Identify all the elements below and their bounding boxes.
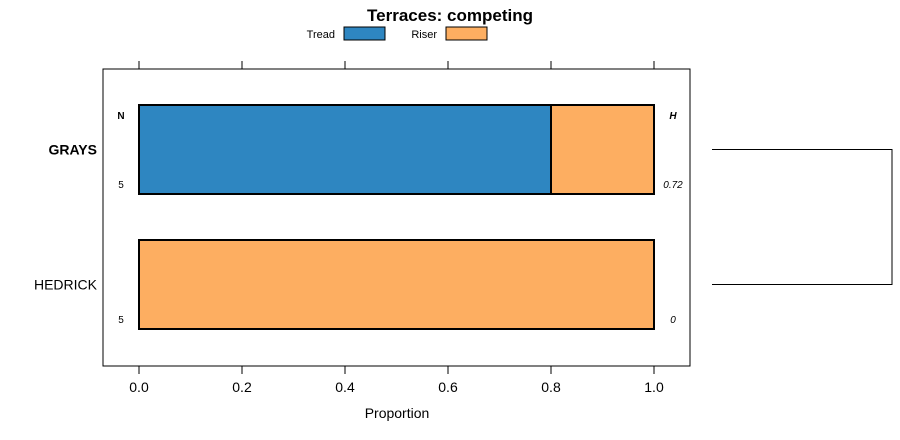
n-value: 5 — [118, 315, 124, 326]
x-tick-label: 0.8 — [541, 379, 561, 395]
x-tick-label: 0.2 — [232, 379, 252, 395]
dendrogram — [712, 149, 893, 285]
x-axis-title: Proportion — [365, 405, 430, 421]
bar-grays-tread — [138, 104, 552, 195]
bars — [138, 104, 655, 330]
x-tick-label: 1.0 — [644, 379, 664, 395]
chart-title: Terraces: competing — [367, 6, 533, 25]
legend: Tread Riser — [307, 26, 488, 41]
x-tick-label: 0.6 — [438, 379, 458, 395]
plot-frame — [102, 68, 691, 367]
n-value: 5 — [118, 180, 124, 191]
h-value: 0.72 — [663, 180, 683, 191]
legend-label-riser: Riser — [411, 29, 437, 41]
h-value: 0 — [670, 315, 676, 326]
bar-grays-riser — [550, 104, 655, 195]
bar-hedrick-riser — [138, 239, 655, 330]
category-label: HEDRICK — [34, 277, 98, 293]
annotations: GRAYS 5 0.72 HEDRICK 5 0 N H — [34, 111, 683, 326]
x-tick-label: 0.0 — [129, 379, 149, 395]
h-header: H — [669, 111, 677, 122]
n-header: N — [117, 111, 124, 122]
x-axis: 0.0 0.2 0.4 0.6 0.8 1.0 — [129, 61, 664, 395]
dendrogram-branch — [712, 149, 893, 285]
category-label: GRAYS — [48, 142, 97, 158]
legend-swatch-tread — [343, 26, 386, 41]
legend-label-tread: Tread — [307, 29, 335, 41]
legend-swatch-riser — [445, 26, 488, 41]
x-tick-label: 0.4 — [335, 379, 355, 395]
